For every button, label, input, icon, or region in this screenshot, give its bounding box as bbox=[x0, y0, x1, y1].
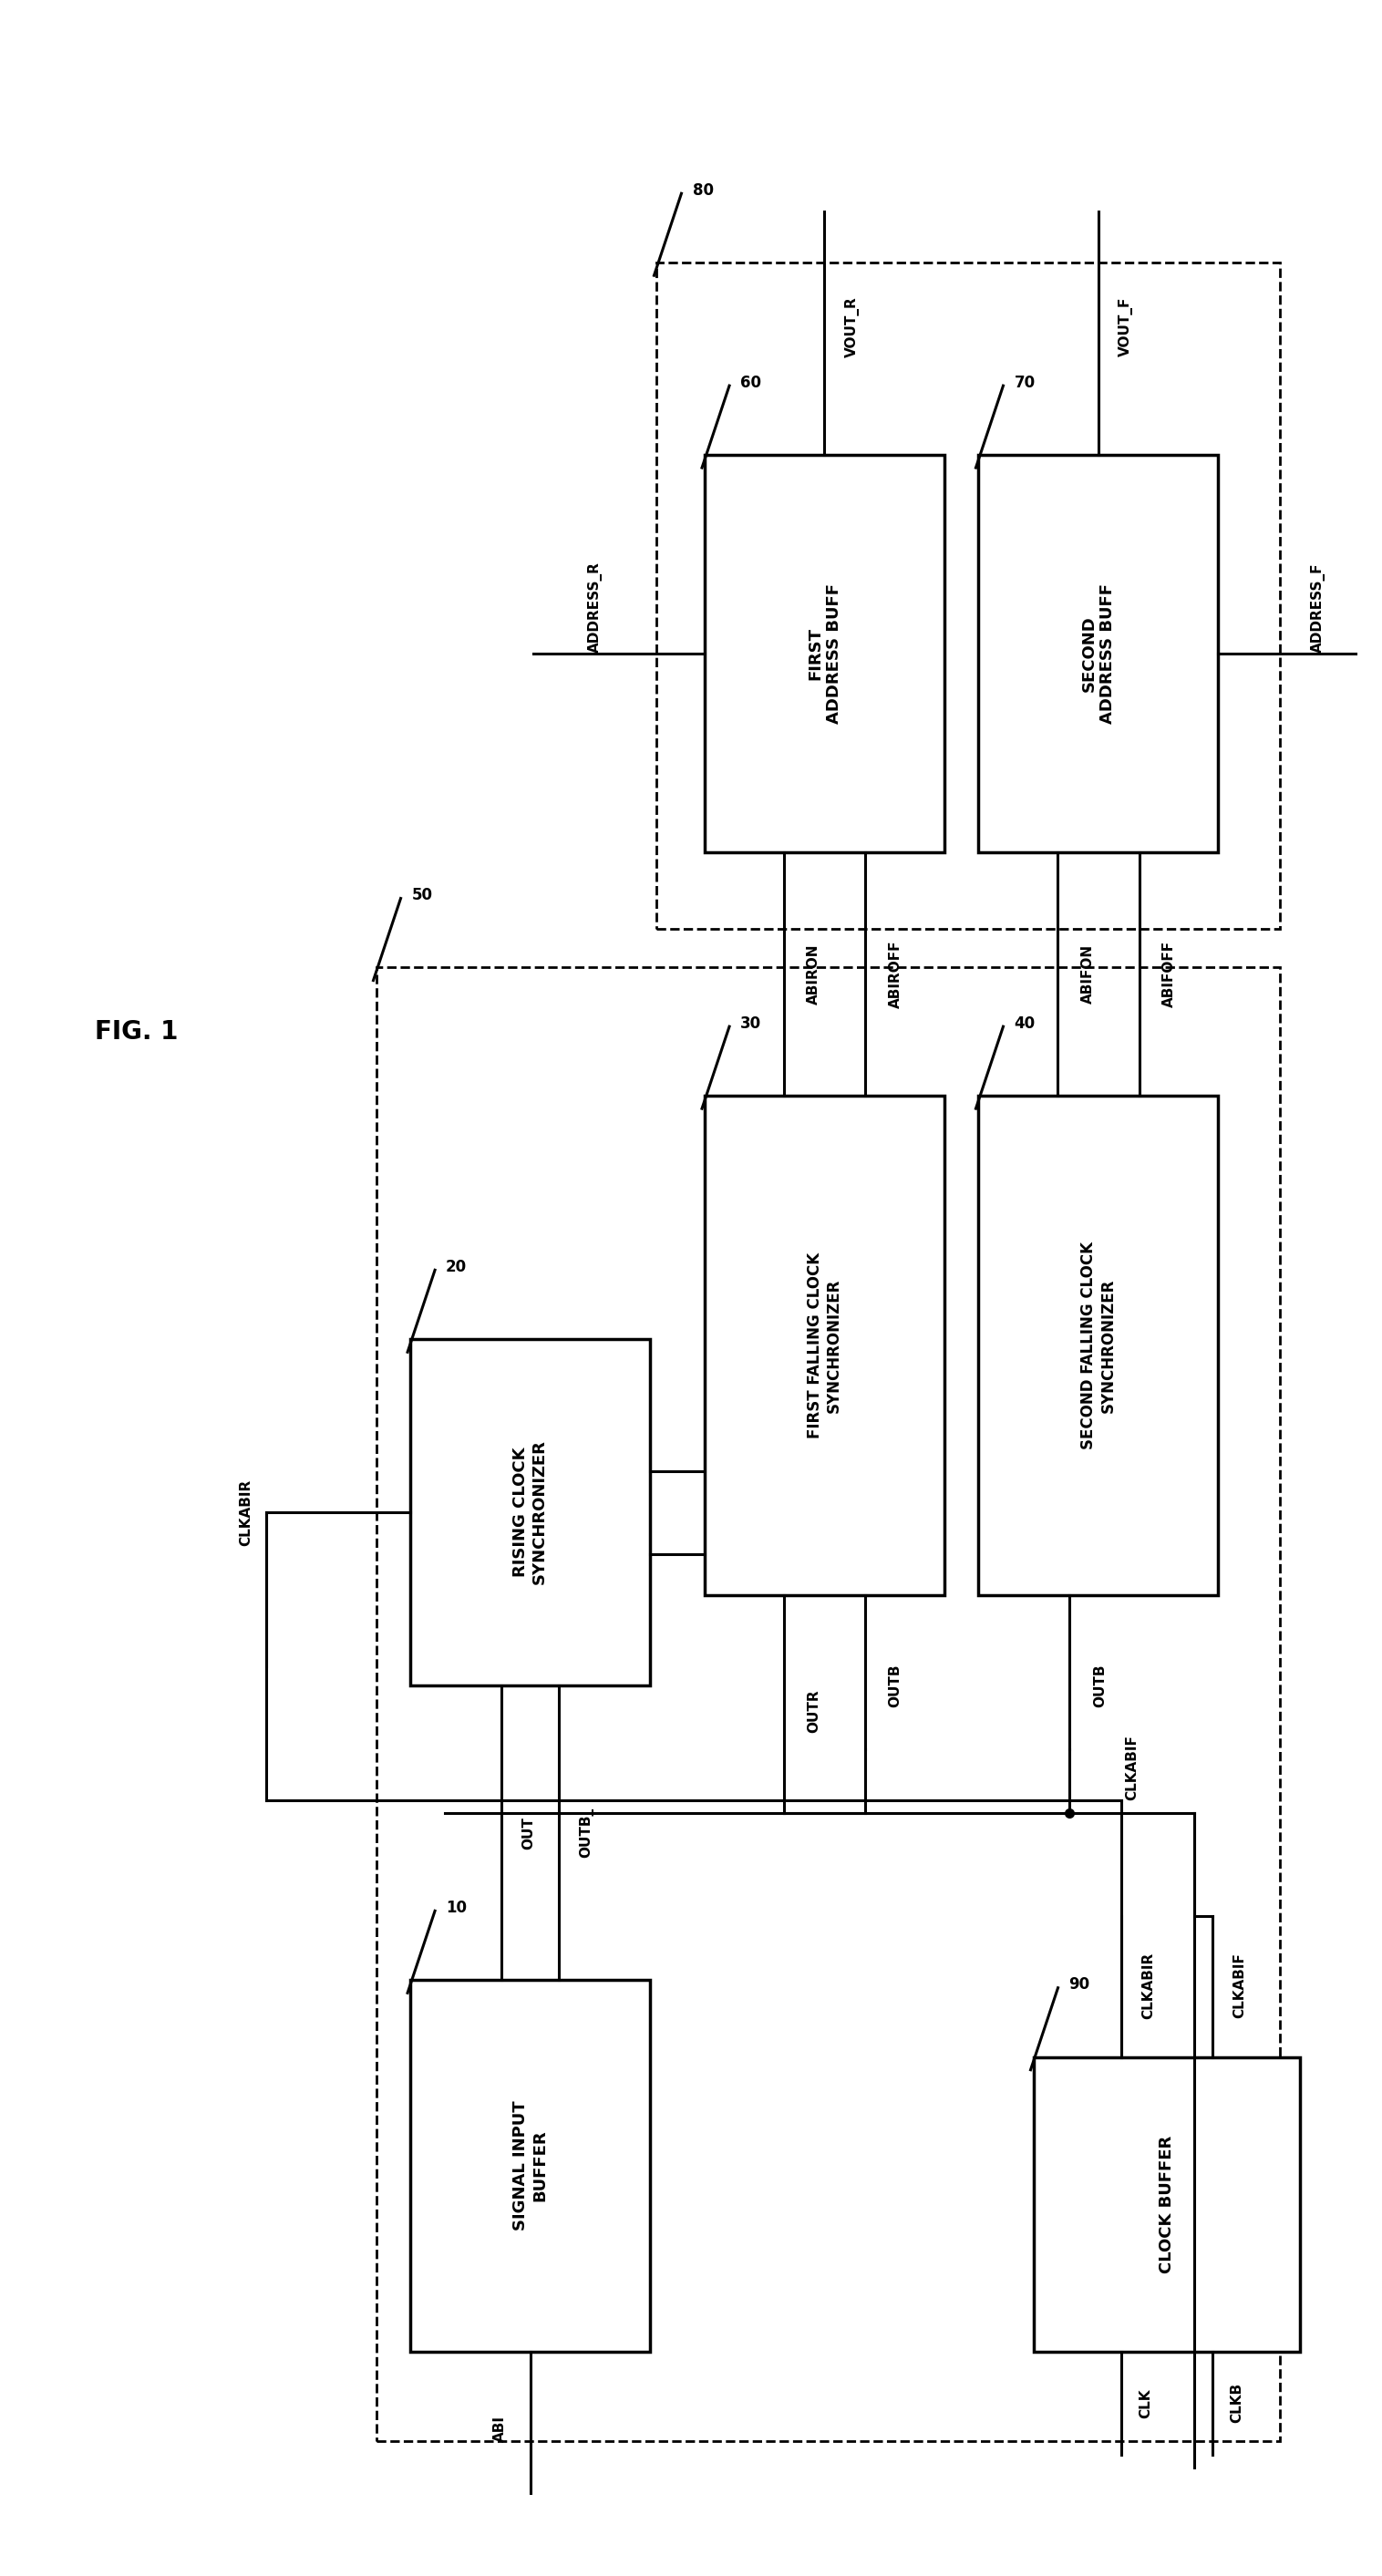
Text: OUTB: OUTB bbox=[889, 1664, 902, 1708]
FancyBboxPatch shape bbox=[410, 1981, 650, 2352]
Text: ADDRESS_F: ADDRESS_F bbox=[1312, 562, 1325, 652]
Text: ABIFON: ABIFON bbox=[1081, 945, 1095, 1005]
Text: FIG. 1: FIG. 1 bbox=[95, 1020, 178, 1043]
FancyBboxPatch shape bbox=[410, 1340, 650, 1685]
Text: FIRST FALLING CLOCK
SYNCHRONIZER: FIRST FALLING CLOCK SYNCHRONIZER bbox=[807, 1252, 842, 1440]
Text: CLKABIR: CLKABIR bbox=[1142, 1953, 1155, 2020]
Text: OUTR: OUTR bbox=[807, 1690, 821, 1734]
Text: ABIROFF: ABIROFF bbox=[889, 940, 902, 1007]
FancyBboxPatch shape bbox=[705, 456, 944, 853]
Text: 50: 50 bbox=[412, 886, 433, 904]
Text: 70: 70 bbox=[1014, 374, 1035, 392]
Text: 20: 20 bbox=[446, 1260, 467, 1275]
Text: 30: 30 bbox=[741, 1015, 761, 1030]
Text: SIGNAL INPUT
BUFFER: SIGNAL INPUT BUFFER bbox=[513, 2102, 547, 2231]
Text: OUTB_: OUTB_ bbox=[579, 1808, 593, 1857]
Text: 10: 10 bbox=[446, 1899, 467, 1917]
Text: OUT: OUT bbox=[522, 1816, 536, 1850]
Text: FIRST
ADDRESS BUFF: FIRST ADDRESS BUFF bbox=[807, 582, 842, 724]
Text: VOUT_R: VOUT_R bbox=[844, 296, 860, 358]
FancyBboxPatch shape bbox=[705, 1095, 944, 1595]
Text: CLKABIR: CLKABIR bbox=[239, 1479, 253, 1546]
Text: CLKABIF: CLKABIF bbox=[1233, 1953, 1247, 2017]
Text: OUTB: OUTB bbox=[1093, 1664, 1107, 1708]
FancyBboxPatch shape bbox=[978, 456, 1218, 853]
FancyBboxPatch shape bbox=[978, 1095, 1218, 1595]
FancyBboxPatch shape bbox=[1034, 2058, 1300, 2352]
Text: VOUT_F: VOUT_F bbox=[1118, 296, 1133, 355]
Text: CLK: CLK bbox=[1139, 2388, 1153, 2419]
Text: CLKB: CLKB bbox=[1230, 2383, 1244, 2424]
Text: CLKABIF: CLKABIF bbox=[1125, 1734, 1139, 1801]
Text: CLOCK BUFFER: CLOCK BUFFER bbox=[1158, 2136, 1175, 2275]
Text: ABI: ABI bbox=[493, 2416, 507, 2442]
Text: ADDRESS_R: ADDRESS_R bbox=[587, 562, 603, 652]
Text: SECOND FALLING CLOCK
SYNCHRONIZER: SECOND FALLING CLOCK SYNCHRONIZER bbox=[1081, 1242, 1117, 1450]
Text: ABIFOFF: ABIFOFF bbox=[1162, 940, 1176, 1007]
Text: 80: 80 bbox=[692, 183, 713, 198]
Text: 90: 90 bbox=[1068, 1976, 1090, 1994]
Text: ABIRON: ABIRON bbox=[807, 943, 821, 1005]
Text: 40: 40 bbox=[1014, 1015, 1035, 1030]
Text: 60: 60 bbox=[741, 374, 761, 392]
Text: SECOND
ADDRESS BUFF: SECOND ADDRESS BUFF bbox=[1081, 582, 1117, 724]
Text: RISING CLOCK
SYNCHRONIZER: RISING CLOCK SYNCHRONIZER bbox=[513, 1440, 547, 1584]
